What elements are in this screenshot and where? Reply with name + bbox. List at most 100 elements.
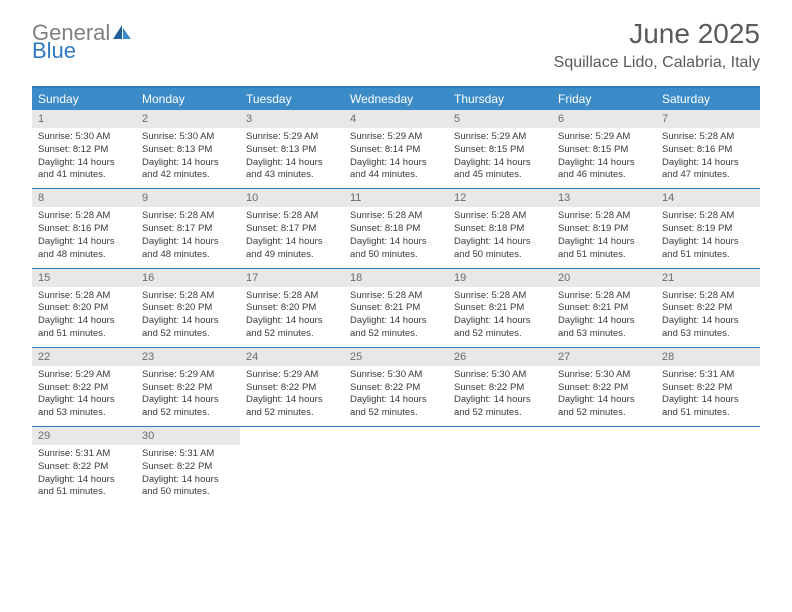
calendar-day-cell: 23Sunrise: 5:29 AMSunset: 8:22 PMDayligh… (136, 348, 240, 426)
calendar-day-cell: . (552, 427, 656, 505)
sunset-text: Sunset: 8:22 PM (662, 302, 754, 315)
day-number: 6 (552, 110, 656, 128)
weekday-header: Friday (552, 88, 656, 110)
calendar-day-cell: 15Sunrise: 5:28 AMSunset: 8:20 PMDayligh… (32, 269, 136, 347)
sunset-text: Sunset: 8:19 PM (662, 223, 754, 236)
day-details: Sunrise: 5:29 AMSunset: 8:13 PMDaylight:… (240, 128, 344, 188)
sunrise-text: Sunrise: 5:30 AM (454, 369, 546, 382)
calendar-week-row: 22Sunrise: 5:29 AMSunset: 8:22 PMDayligh… (32, 348, 760, 427)
day-number: 9 (136, 189, 240, 207)
day-details: Sunrise: 5:28 AMSunset: 8:19 PMDaylight:… (552, 207, 656, 267)
day-number: 3 (240, 110, 344, 128)
logo: General Blue (32, 22, 132, 62)
daylight-text: and 51 minutes. (38, 486, 130, 499)
day-details: Sunrise: 5:28 AMSunset: 8:16 PMDaylight:… (32, 207, 136, 267)
day-details: Sunrise: 5:28 AMSunset: 8:18 PMDaylight:… (448, 207, 552, 267)
daylight-text: and 52 minutes. (142, 328, 234, 341)
daylight-text: Daylight: 14 hours (662, 315, 754, 328)
sunrise-text: Sunrise: 5:28 AM (38, 290, 130, 303)
day-number: 17 (240, 269, 344, 287)
calendar-day-cell: 20Sunrise: 5:28 AMSunset: 8:21 PMDayligh… (552, 269, 656, 347)
day-details: Sunrise: 5:28 AMSunset: 8:21 PMDaylight:… (448, 287, 552, 347)
day-details: Sunrise: 5:29 AMSunset: 8:22 PMDaylight:… (32, 366, 136, 426)
day-number: 13 (552, 189, 656, 207)
daylight-text: and 52 minutes. (454, 407, 546, 420)
sunset-text: Sunset: 8:21 PM (558, 302, 650, 315)
day-number: 15 (32, 269, 136, 287)
daylight-text: and 52 minutes. (558, 407, 650, 420)
daylight-text: and 53 minutes. (558, 328, 650, 341)
logo-text-wrap: General Blue (32, 22, 132, 62)
sunset-text: Sunset: 8:17 PM (142, 223, 234, 236)
daylight-text: Daylight: 14 hours (350, 236, 442, 249)
day-details: Sunrise: 5:30 AMSunset: 8:22 PMDaylight:… (344, 366, 448, 426)
daylight-text: and 53 minutes. (662, 328, 754, 341)
calendar-day-cell: 28Sunrise: 5:31 AMSunset: 8:22 PMDayligh… (656, 348, 760, 426)
daylight-text: and 51 minutes. (662, 407, 754, 420)
day-details: Sunrise: 5:28 AMSunset: 8:18 PMDaylight:… (344, 207, 448, 267)
day-details: Sunrise: 5:29 AMSunset: 8:22 PMDaylight:… (240, 366, 344, 426)
sunrise-text: Sunrise: 5:29 AM (558, 131, 650, 144)
day-number: 10 (240, 189, 344, 207)
sunset-text: Sunset: 8:18 PM (350, 223, 442, 236)
calendar-day-cell: . (240, 427, 344, 505)
day-details: Sunrise: 5:30 AMSunset: 8:12 PMDaylight:… (32, 128, 136, 188)
sunset-text: Sunset: 8:22 PM (558, 382, 650, 395)
daylight-text: Daylight: 14 hours (38, 474, 130, 487)
sunrise-text: Sunrise: 5:28 AM (142, 290, 234, 303)
day-details: Sunrise: 5:28 AMSunset: 8:20 PMDaylight:… (240, 287, 344, 347)
daylight-text: Daylight: 14 hours (558, 236, 650, 249)
day-details: Sunrise: 5:28 AMSunset: 8:17 PMDaylight:… (136, 207, 240, 267)
sunset-text: Sunset: 8:22 PM (662, 382, 754, 395)
sunrise-text: Sunrise: 5:29 AM (246, 131, 338, 144)
day-number: 5 (448, 110, 552, 128)
daylight-text: Daylight: 14 hours (38, 315, 130, 328)
sunrise-text: Sunrise: 5:28 AM (662, 210, 754, 223)
sunrise-text: Sunrise: 5:28 AM (454, 290, 546, 303)
calendar-day-cell: 2Sunrise: 5:30 AMSunset: 8:13 PMDaylight… (136, 110, 240, 188)
sunrise-text: Sunrise: 5:30 AM (558, 369, 650, 382)
sunrise-text: Sunrise: 5:31 AM (142, 448, 234, 461)
location: Squillace Lido, Calabria, Italy (554, 54, 760, 72)
calendar-day-cell: 29Sunrise: 5:31 AMSunset: 8:22 PMDayligh… (32, 427, 136, 505)
daylight-text: Daylight: 14 hours (142, 157, 234, 170)
calendar-day-cell: . (656, 427, 760, 505)
daylight-text: Daylight: 14 hours (246, 394, 338, 407)
sunrise-text: Sunrise: 5:28 AM (454, 210, 546, 223)
daylight-text: and 52 minutes. (246, 328, 338, 341)
daylight-text: and 45 minutes. (454, 169, 546, 182)
sunset-text: Sunset: 8:22 PM (142, 461, 234, 474)
day-number: 20 (552, 269, 656, 287)
calendar: Sunday Monday Tuesday Wednesday Thursday… (32, 86, 760, 505)
sunset-text: Sunset: 8:16 PM (662, 144, 754, 157)
sunset-text: Sunset: 8:22 PM (246, 382, 338, 395)
day-number: 24 (240, 348, 344, 366)
daylight-text: and 53 minutes. (38, 407, 130, 420)
sunrise-text: Sunrise: 5:30 AM (142, 131, 234, 144)
day-number: 23 (136, 348, 240, 366)
calendar-day-cell: 27Sunrise: 5:30 AMSunset: 8:22 PMDayligh… (552, 348, 656, 426)
sunrise-text: Sunrise: 5:29 AM (38, 369, 130, 382)
sunset-text: Sunset: 8:22 PM (38, 382, 130, 395)
daylight-text: and 52 minutes. (454, 328, 546, 341)
weekday-header: Thursday (448, 88, 552, 110)
daylight-text: and 48 minutes. (142, 249, 234, 262)
day-details: Sunrise: 5:29 AMSunset: 8:15 PMDaylight:… (448, 128, 552, 188)
calendar-day-cell: 8Sunrise: 5:28 AMSunset: 8:16 PMDaylight… (32, 189, 136, 267)
sunset-text: Sunset: 8:22 PM (142, 382, 234, 395)
day-details: Sunrise: 5:28 AMSunset: 8:20 PMDaylight:… (32, 287, 136, 347)
sunrise-text: Sunrise: 5:31 AM (662, 369, 754, 382)
day-details: Sunrise: 5:30 AMSunset: 8:13 PMDaylight:… (136, 128, 240, 188)
daylight-text: and 49 minutes. (246, 249, 338, 262)
day-number: 1 (32, 110, 136, 128)
calendar-day-cell: 13Sunrise: 5:28 AMSunset: 8:19 PMDayligh… (552, 189, 656, 267)
calendar-day-cell: 25Sunrise: 5:30 AMSunset: 8:22 PMDayligh… (344, 348, 448, 426)
daylight-text: Daylight: 14 hours (558, 157, 650, 170)
daylight-text: Daylight: 14 hours (142, 315, 234, 328)
calendar-day-cell: 11Sunrise: 5:28 AMSunset: 8:18 PMDayligh… (344, 189, 448, 267)
daylight-text: Daylight: 14 hours (454, 236, 546, 249)
sunset-text: Sunset: 8:18 PM (454, 223, 546, 236)
day-details: Sunrise: 5:29 AMSunset: 8:15 PMDaylight:… (552, 128, 656, 188)
calendar-day-cell: 14Sunrise: 5:28 AMSunset: 8:19 PMDayligh… (656, 189, 760, 267)
calendar-week-row: 8Sunrise: 5:28 AMSunset: 8:16 PMDaylight… (32, 189, 760, 268)
